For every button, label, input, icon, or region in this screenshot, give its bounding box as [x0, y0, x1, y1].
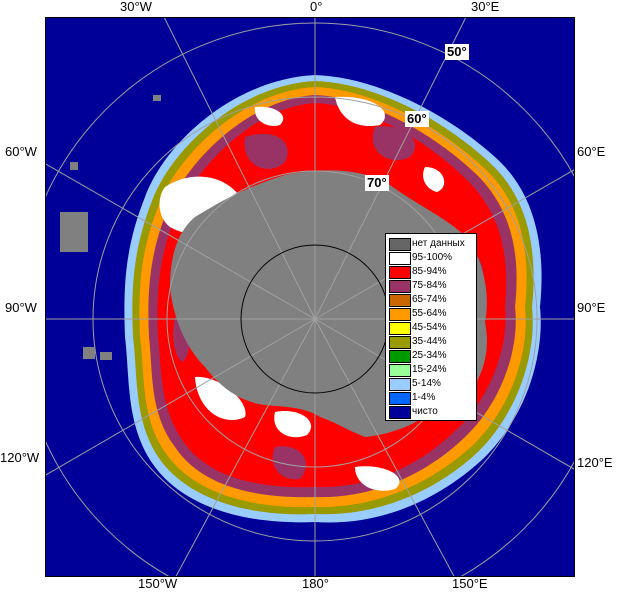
legend-label: 15-24% [412, 364, 447, 375]
legend-label: 45-54% [412, 322, 447, 333]
lon-label-150e: 150°E [452, 576, 488, 591]
nodata-speck [60, 212, 88, 252]
lon-label-30e-top: 30°E [471, 0, 500, 14]
nodata-speck [83, 347, 95, 359]
legend-swatch [389, 252, 411, 265]
latitude-label-50: 50° [445, 44, 469, 60]
legend-label: 55-64% [412, 308, 447, 319]
legend-swatch [389, 280, 411, 293]
lon-label-120w: 120°W [0, 450, 40, 465]
legend-swatch [389, 336, 411, 349]
ice-patch-75-84-a [244, 133, 288, 169]
ice-patch-95-100-c [254, 106, 284, 126]
ice-patch-95-100-g [423, 167, 445, 192]
lon-label-150w: 150°W [138, 576, 178, 591]
legend-swatch [389, 266, 411, 279]
legend-swatch [389, 392, 411, 405]
lon-label-120e: 120°E [577, 455, 613, 470]
map-border [45, 17, 575, 577]
legend-label: 95-100% [412, 252, 453, 263]
lon-label-30w-top: 30°W [120, 0, 152, 14]
legend-swatch [389, 350, 411, 363]
ice-patch-95-100-d [195, 376, 246, 421]
legend-label: чисто [412, 406, 438, 417]
latitude-label-60: 60° [405, 111, 429, 127]
nodata-speck [100, 352, 112, 360]
lon-label-60w: 60°W [5, 144, 37, 159]
lon-label-90e: 90°E [577, 300, 606, 315]
nodata-speck [153, 95, 161, 101]
legend-swatch [389, 364, 411, 377]
legend-label: нет данных [412, 238, 465, 249]
legend-swatch [389, 308, 411, 321]
map-svg [45, 17, 575, 577]
ice-patch-95-100-e [274, 411, 312, 438]
lon-label-90w: 90°W [5, 300, 37, 315]
ice-patch-75-84-d [272, 446, 306, 480]
legend-label: 85-94% [412, 266, 447, 277]
ice-patch-95-100-f [355, 466, 400, 491]
latitude-label-70: 70° [365, 175, 389, 191]
ice-patch-75-84-b [372, 126, 416, 161]
legend-label: 1-4% [412, 392, 436, 403]
lon-label-60e: 60°E [577, 144, 606, 159]
legend-label: 75-84% [412, 280, 447, 291]
legend-label: 5-14% [412, 378, 441, 389]
legend-label: 35-44% [412, 336, 447, 347]
sea-ice-map: 50° 60° 70° нет данных 95-100% 85-94% 75-84… [45, 17, 575, 577]
legend-label: 25-34% [412, 350, 447, 361]
legend: нет данных 95-100% 85-94% 75-84% 65-74% 55-64… [385, 233, 477, 421]
legend-label: 65-74% [412, 294, 447, 305]
nodata-speck [70, 162, 78, 170]
legend-swatch [389, 322, 411, 335]
legend-swatch [389, 378, 411, 391]
legend-swatch [389, 406, 411, 419]
legend-swatch [389, 294, 411, 307]
lon-label-0-top: 0° [310, 0, 323, 14]
legend-swatch [389, 238, 411, 251]
lon-label-180: 180° [302, 576, 329, 591]
